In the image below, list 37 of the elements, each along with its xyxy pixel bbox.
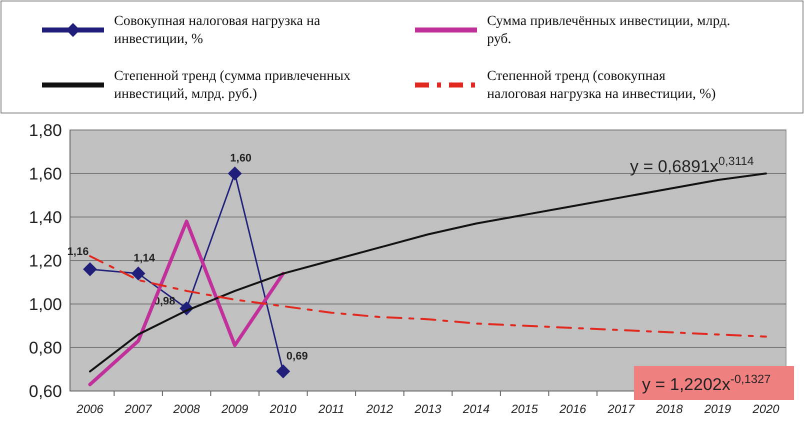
annotation: y = 0,6891x$^{0,3114}$: [630, 154, 754, 176]
point: [131, 266, 146, 281]
x-tick-label: 2014: [462, 402, 490, 416]
data-label: 0,69: [286, 350, 308, 362]
y-tick-label: 1,40: [28, 208, 62, 227]
x-tick-label: 2015: [510, 402, 538, 416]
x-tick-label: 2011: [318, 402, 344, 416]
data-label: 1,60: [230, 152, 252, 164]
x-tick-label: 2009: [220, 402, 249, 416]
line-series: [89, 255, 767, 338]
x-tick-label: 2017: [606, 402, 636, 416]
legend-label: Совокупная налоговая нагрузка на инвестиции, %: [114, 14, 321, 47]
x-tick-label: 2019: [703, 402, 732, 416]
x-tick-label: 2012: [365, 402, 394, 416]
x-tick-label: 2018: [655, 402, 684, 416]
y-tick-label: 0,80: [28, 338, 62, 358]
y-tick-label: 0,60: [28, 382, 62, 401]
annotation: y = 1,2202x$^{-0,1327}$: [642, 372, 772, 394]
line-series: [88, 220, 285, 386]
legend-label: Сумма привлечённых инвестиции, млрд. руб.: [487, 14, 730, 47]
y-tick-label: 1,00: [28, 295, 62, 314]
y-tick-label: 1,80: [28, 121, 62, 140]
y-tick-label: 1,60: [28, 164, 62, 184]
legend-label: Степенной тренд (совокупная налоговая нагрузка на инвестиции, %): [487, 69, 716, 102]
x-tick-label: 2006: [76, 402, 104, 416]
point: [276, 364, 290, 378]
y-tick-label: 1,20: [28, 252, 62, 270]
x-tick-label: 2020: [752, 402, 780, 416]
x-tick-label: 2007: [124, 402, 153, 416]
point: [228, 166, 242, 180]
point: [83, 262, 97, 276]
x-tick-label: 2013: [414, 402, 442, 416]
x-tick-label: 2008: [172, 402, 200, 416]
x-tick-label: 2010: [268, 402, 297, 416]
data-label: 1,14: [134, 252, 156, 265]
x-tick-label: 2016: [558, 402, 587, 416]
legend-label: Степенной тренд (сумма привлеченных инвестиций, млрд. руб.): [114, 69, 351, 102]
